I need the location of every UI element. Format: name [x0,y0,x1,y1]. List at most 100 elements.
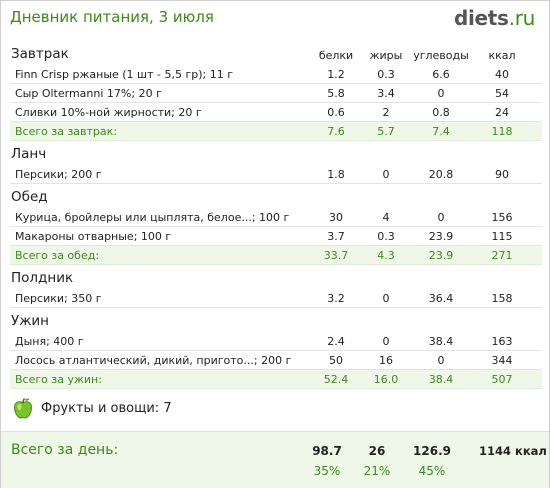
food-row[interactable]: Дыня; 400 г 2.4 0 38.4 163 [10,332,542,351]
food-name: Лосось атлантический, дикий, пригото...;… [15,354,292,367]
cell-kcal: 54 [495,87,509,100]
day-total-protein: 98.7 [312,444,342,458]
food-name: Макароны отварные; 100 г [15,230,172,243]
cell-fat: 2 [382,106,390,119]
meal-title: Ужин [11,313,49,329]
food-row[interactable]: Курица, бройлеры или цыплята, белое...; … [10,208,542,227]
meal-header: Завтрак белки жиры углеводы ккал [10,45,542,65]
food-row[interactable]: Персики; 200 г 1.8 0 20.8 90 [10,165,542,184]
day-total-label: Всего за день: [11,442,119,458]
meal-title: Ланч [11,146,47,162]
cell-carbs: 0 [437,354,445,367]
cell-kcal: 156 [491,211,513,224]
day-total-fat: 26 [368,444,386,458]
day-protein-percent: 35% [313,464,341,478]
cell-fat: 0 [382,168,390,181]
meal-section: Ланч Персики; 200 г 1.8 0 20.8 90 [10,145,542,184]
cell-kcal: 24 [495,106,509,119]
logo-tld: .ru [508,6,536,30]
cell-carbs: 23.9 [428,249,454,262]
page-title: Дневник питания, 3 июля [10,8,214,26]
meal-title: Обед [11,189,48,205]
cell-kcal: 344 [491,354,513,367]
meal-total-label: Всего за завтрак: [15,125,118,138]
cell-fat: 0 [382,292,390,305]
cell-kcal: 118 [491,125,513,138]
meal-title: Полдник [11,270,74,286]
day-fat-percent: 21% [363,464,391,478]
day-total-kcal: 1144 ккал [479,444,547,458]
cell-protein: 3.2 [327,292,345,305]
day-total-carbs: 126.9 [413,444,451,458]
meal-total-label: Всего за ужин: [15,373,102,386]
food-name: Сыр Oltermanni 17%; 20 г [15,87,162,100]
cell-carbs: 20.8 [428,168,454,181]
cell-protein: 1.2 [327,68,345,81]
day-carbs-percent: 45% [418,464,446,478]
logo-main: diets [453,6,509,30]
food-name: Сливки 10%-ной жирности; 20 г [15,106,202,119]
cell-fat: 0.3 [377,230,395,243]
cell-carbs: 0 [437,211,445,224]
meal-header: Ланч [10,145,542,165]
cell-kcal: 90 [495,168,509,181]
meal-header: Полдник [10,269,542,289]
cell-fat: 0 [382,335,390,348]
cell-kcal: 40 [495,68,509,81]
cell-kcal: 158 [491,292,513,305]
food-name: Персики; 350 г [15,292,102,305]
column-header-protein: белки [318,49,354,62]
cell-protein: 7.6 [327,125,345,138]
cell-fat: 0.3 [377,68,395,81]
food-name: Курица, бройлеры или цыплята, белое...; … [15,211,290,224]
cell-fat: 16 [379,354,393,367]
green-apple-icon [13,398,33,419]
site-logo[interactable]: diets.ru [454,6,535,30]
cell-carbs: 36.4 [428,292,454,305]
meal-title: Завтрак [11,46,69,62]
cell-kcal: 115 [491,230,513,243]
food-name: Персики; 200 г [15,168,102,181]
meal-total-row: Всего за завтрак: 7.6 5.7 7.4 118 [10,122,542,141]
food-row[interactable]: Сыр Oltermanni 17%; 20 г 5.8 3.4 0 54 [10,84,542,103]
cell-fat: 5.7 [377,125,395,138]
column-header-fat: жиры [369,49,403,62]
column-header-carbs: углеводы [413,49,469,62]
food-row[interactable]: Макароны отварные; 100 г 3.7 0.3 23.9 115 [10,227,542,246]
cell-carbs: 38.4 [428,373,454,386]
meal-section: Обед Курица, бройлеры или цыплята, белое.… [10,188,542,265]
food-row[interactable]: Персики; 350 г 3.2 0 36.4 158 [10,289,542,308]
cell-fat: 16.0 [373,373,399,386]
cell-carbs: 23.9 [428,230,454,243]
cell-carbs: 38.4 [428,335,454,348]
cell-protein: 3.7 [327,230,345,243]
cell-kcal: 163 [491,335,513,348]
cell-fat: 4 [382,211,390,224]
food-row[interactable]: Лосось атлантический, дикий, пригото...;… [10,351,542,370]
cell-carbs: 6.6 [432,68,450,81]
meals-list: Завтрак белки жиры углеводы ккал Finn Crisp р… [10,45,542,393]
meal-header: Обед [10,188,542,208]
cell-kcal: 271 [491,249,513,262]
cell-carbs: 0 [437,87,445,100]
cell-protein: 0.6 [327,106,345,119]
day-total-panel: Всего за день: 98.7 26 126.9 1144 ккал 3… [1,431,549,488]
meal-total-row: Всего за ужин: 52.4 16.0 38.4 507 [10,370,542,389]
cell-kcal: 507 [491,373,513,386]
food-name: Дыня; 400 г [15,335,84,348]
column-header-kcal: ккал [488,49,516,62]
meal-section: Завтрак белки жиры углеводы ккал Finn Crisp р… [10,45,542,141]
food-row[interactable]: Finn Crisp ржаные (1 шт - 5,5 гр); 11 г 1… [10,65,542,84]
cell-protein: 52.4 [323,373,349,386]
cell-fat: 4.3 [377,249,395,262]
food-row[interactable]: Сливки 10%-ной жирности; 20 г 0.6 2 0.8 24 [10,103,542,122]
fruits-label: Фрукты и овощи: 7 [41,401,172,416]
cell-protein: 50 [329,354,343,367]
meal-header: Ужин [10,312,542,332]
meal-total-label: Всего за обед: [15,249,100,262]
cell-protein: 1.8 [327,168,345,181]
meal-section: Полдник Персики; 350 г 3.2 0 36.4 158 [10,269,542,308]
cell-protein: 5.8 [327,87,345,100]
cell-protein: 33.7 [323,249,349,262]
